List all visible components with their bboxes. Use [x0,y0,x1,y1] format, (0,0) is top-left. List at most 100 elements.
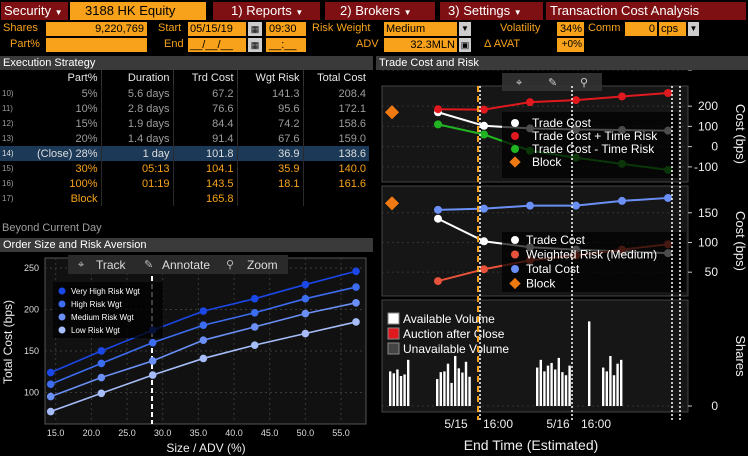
comm-unit-select[interactable]: cps [659,22,686,36]
legend-label: Block [526,277,556,291]
annotate-icon: ✎ [548,77,557,89]
strategy-row[interactable]: 15) 30% 05:13 104.1 35.9 140.0 [0,161,369,176]
col-part[interactable]: Part% [22,70,102,86]
volume-bar [446,363,450,406]
adv-label: ADV [356,38,379,50]
strategy-cell: 1 day [101,146,174,161]
chevron-down-icon[interactable]: ▼ [459,22,471,36]
chevron-down-icon[interactable]: ▼ [688,22,699,36]
legend-bg [502,112,678,178]
y-tick-label: 200 [24,304,39,314]
avat-input[interactable]: +0% [557,38,584,52]
legend-bg [502,232,686,292]
col-duration[interactable]: Duration [101,70,174,86]
data-point [199,336,208,344]
legend-marker [511,265,519,273]
legend-marker [58,326,66,334]
col-trd-cost[interactable]: Trd Cost [173,70,238,86]
volume-bar [564,375,568,406]
volume-bar [439,372,442,406]
strategy-table: Part% Duration Trd Cost Wgt Risk Total C… [0,70,369,206]
part-label: Part% [10,38,40,50]
data-point [618,92,626,101]
volume-bar [561,372,564,406]
strategy-cell: 159.0 [338,132,366,145]
start-time-input[interactable]: 09:30 [266,22,306,36]
risk-weight-label: Risk Weight [312,22,371,34]
end-time-input[interactable]: __:__ [266,38,306,52]
data-point [250,294,259,303]
menu-settings[interactable]: 3) Settings ▼ [440,2,543,20]
data-point [97,373,106,382]
strategy-cell: 95.6 [237,101,304,116]
start-date-input[interactable]: 05/15/19 [188,22,246,36]
strategy-row[interactable]: 13) 20% 1.4 days 91.4 67.6 159.0 [0,131,369,146]
strategy-row[interactable]: 10) 5% 5.6 days 67.2 141.3 208.4 [0,86,369,101]
part-input[interactable] [46,38,147,52]
data-point [97,359,106,368]
toolbar-bg [68,255,288,274]
data-point [301,309,310,318]
data-point [301,294,310,303]
tradecost-header: Trade Cost and Risk [376,56,748,70]
annotate-button: Annotate [162,258,210,272]
comm-input[interactable]: 0 [625,22,657,36]
strategy-cell: 05:13 [101,161,174,176]
legend-label: Trade Cost [526,233,586,247]
volatility-label: Volatility [500,22,541,34]
strategy-cell: 100% [22,176,102,191]
data-point [618,196,626,205]
strategy-row[interactable]: 14) (Close) 28% 1 day 101.8 36.9 138.6 [0,146,369,161]
strategy-row[interactable]: 12) 15% 1.9 days 84.4 74.2 158.6 [0,116,369,131]
x-tick-label: 40.0 [225,428,243,438]
strategy-row[interactable]: 11) 10% 2.8 days 76.6 95.6 172.1 [0,101,369,116]
volume-bar [436,379,439,406]
volume-bar [588,321,591,406]
row-index: 12) [2,119,14,128]
strategy-cell [101,191,174,206]
data-point [250,323,259,331]
data-point [434,120,442,129]
strategy-row[interactable]: 16) 100% 01:19 143.5 18.1 161.6 [0,176,369,191]
legend-marker [387,327,400,340]
volume-bar [450,382,453,406]
calendar-icon[interactable]: ▦ [248,22,262,36]
legend-label: Unavailable Volume [403,342,509,356]
data-point [526,98,534,107]
row-index: 15) [2,164,14,173]
volume-bar [546,365,550,406]
y-tick-label: 2M [701,70,718,73]
volume-bar [454,356,457,406]
risk-chart[interactable]: 100 150 200 250 15.0 20.0 25.0 30.0 35.0 40.0 45.0… [0,252,373,456]
data-point [97,389,106,398]
strategy-cell: 30% [22,161,102,176]
security-input[interactable]: 3188 HK Equity [70,2,206,20]
menu-brokers[interactable]: 2) Brokers ▼ [325,2,435,20]
end-date-input[interactable]: __/__/__ [188,38,246,52]
volume-bar [457,368,460,406]
data-point [434,105,442,114]
legend-marker [509,277,521,290]
adv-input[interactable]: 32.3MLN [384,38,457,52]
x-tick-label: 30.0 [154,428,172,438]
risk-weight-select[interactable]: Medium [384,22,457,36]
strategy-row[interactable]: 17) Block 165.8 [0,191,369,206]
volume-bar [396,369,399,406]
calendar-icon[interactable]: ▦ [248,38,262,52]
strategy-cell: 36.9 [237,146,304,161]
volume-bar [464,361,468,406]
shares-input[interactable]: 9,220,769 [46,22,147,36]
block-marker [384,105,400,120]
volume-bar [403,374,406,406]
risk-chart-header: Order Size and Risk Aversion [0,238,373,252]
volatility-input[interactable]: 34% [557,22,584,36]
col-wgt-risk[interactable]: Wgt Risk [237,70,304,86]
row-index: 17) [2,194,14,203]
col-total-cost[interactable]: Total Cost [303,70,369,86]
x-tick-label: 16:00 [483,417,513,431]
data-point [572,96,580,105]
y-axis-label: Cost (bps) [733,104,748,164]
menu-reports[interactable]: 1) Reports ▼ [213,2,320,20]
lock-icon[interactable]: ▣ [459,38,471,52]
